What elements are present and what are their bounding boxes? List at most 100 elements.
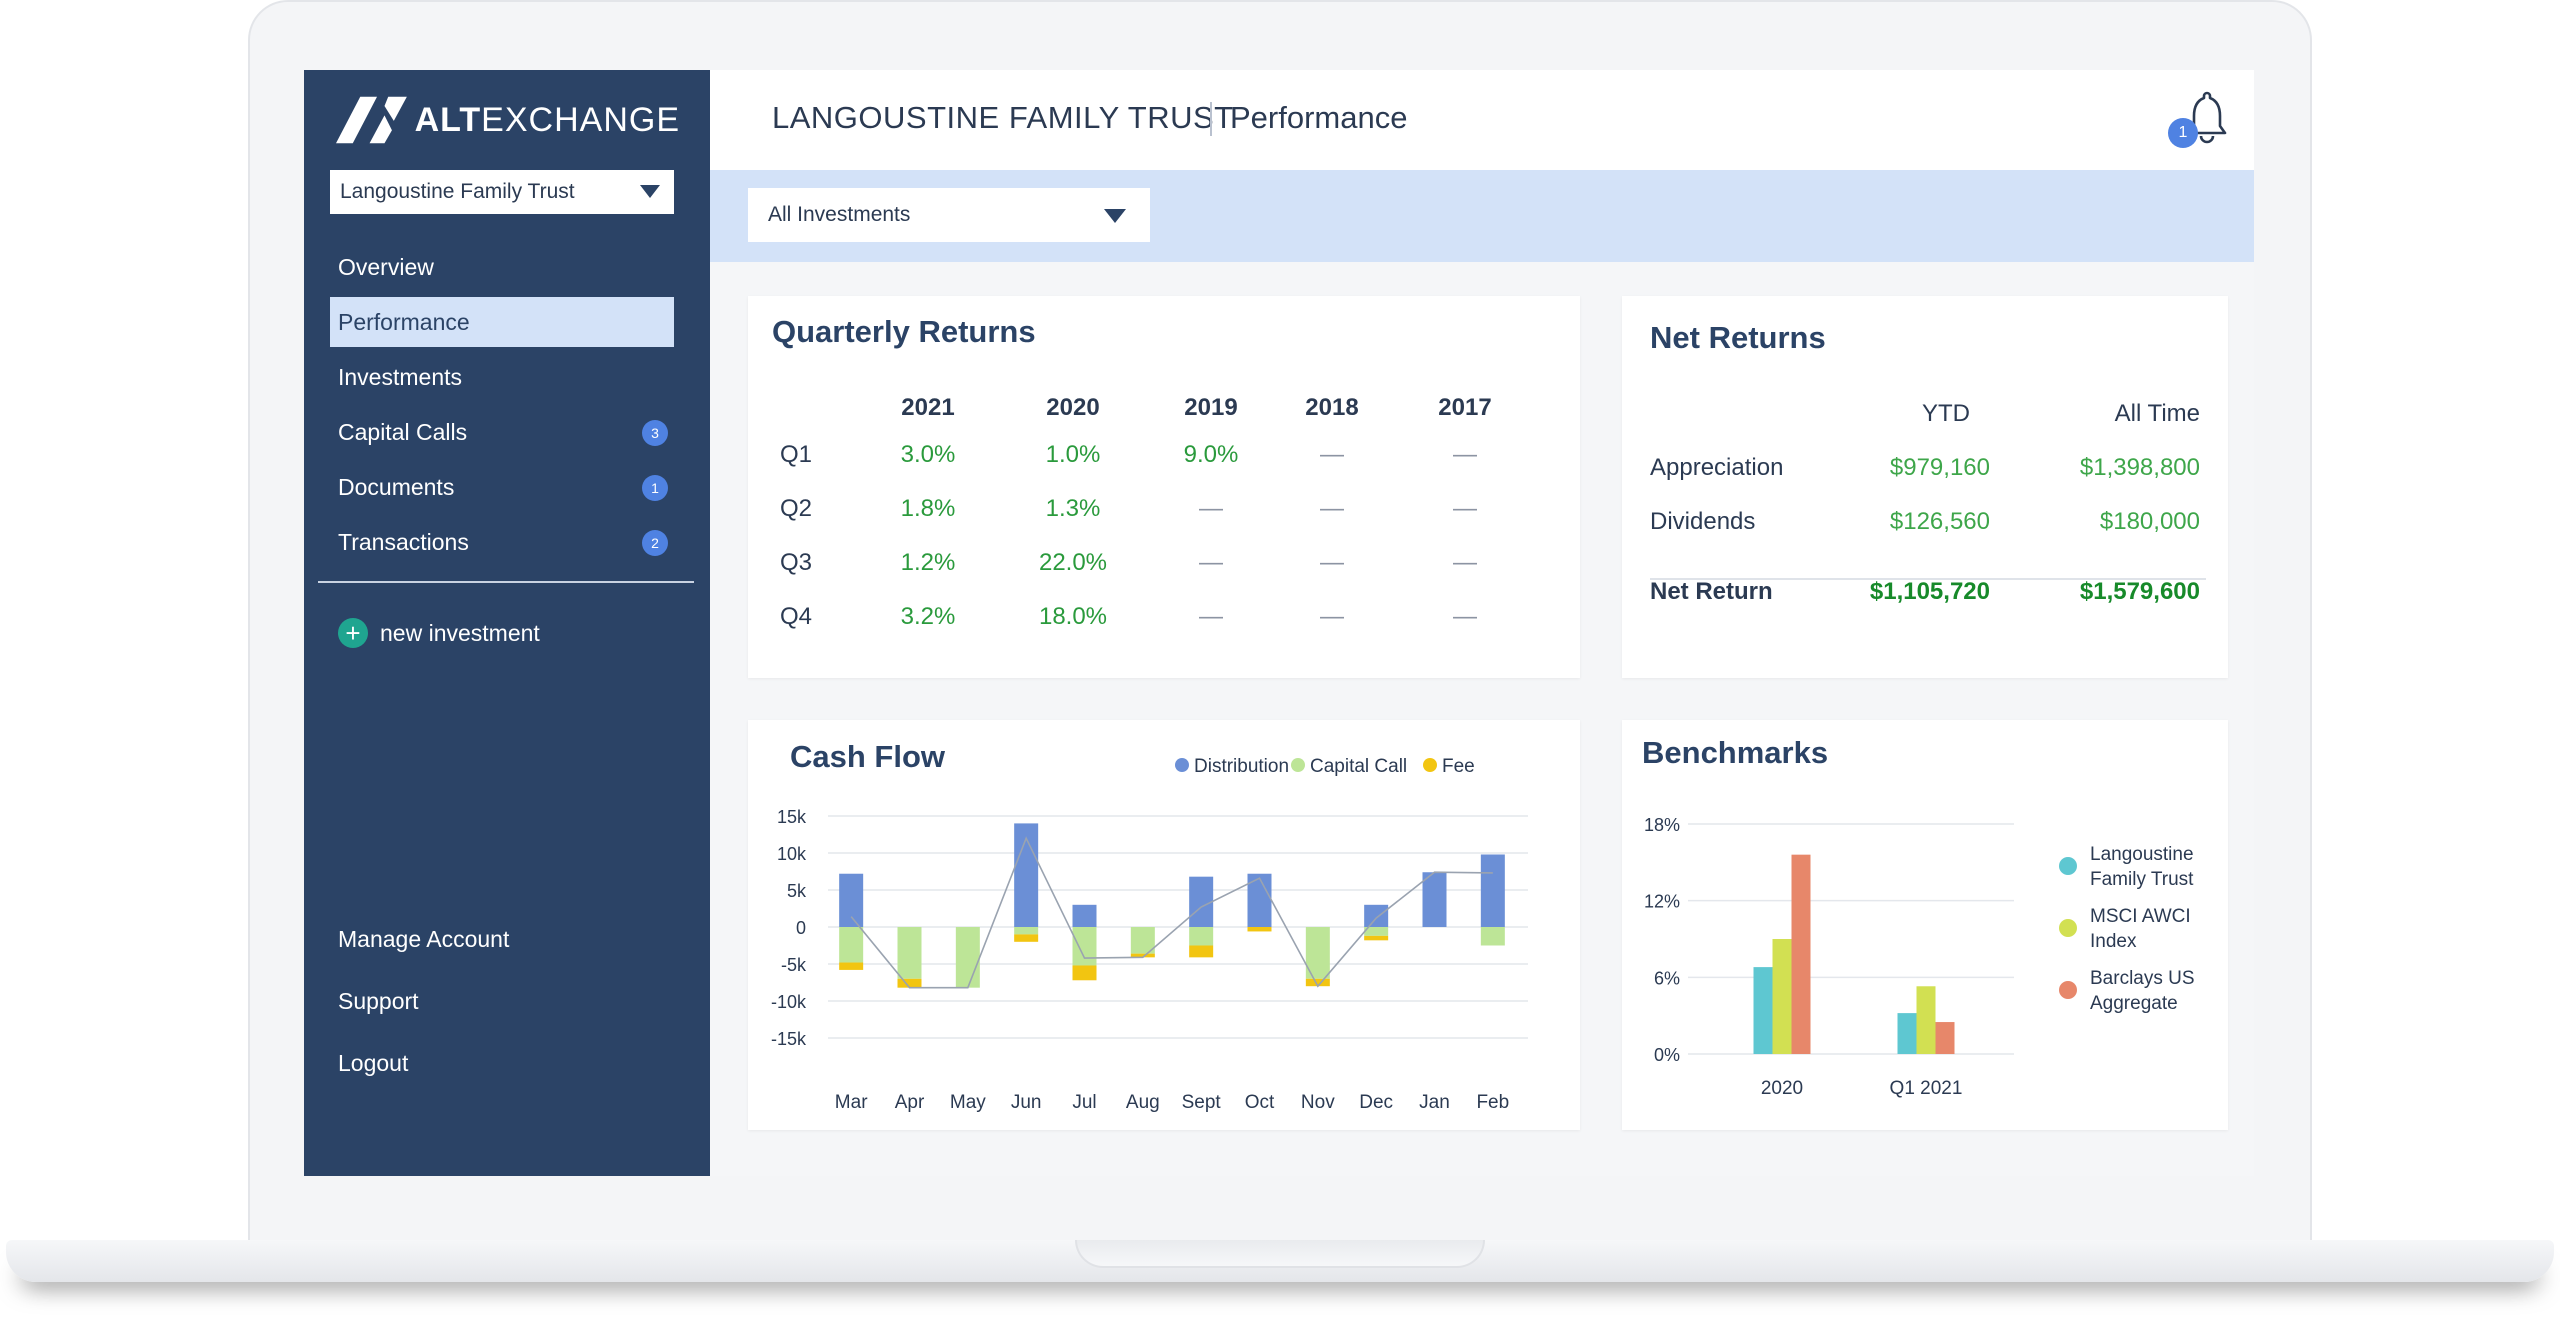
count-badge: 1 bbox=[642, 475, 668, 501]
return-cell: — bbox=[1199, 549, 1223, 576]
table-row: Q2 1.8% 1.3% — — — bbox=[768, 482, 1540, 536]
sidebar-item-performance[interactable]: Performance bbox=[330, 297, 674, 347]
legend-label: Distribution bbox=[1194, 756, 1289, 777]
notifications-button[interactable]: 1 bbox=[2168, 90, 2228, 150]
sidebar-item-investments[interactable]: Investments bbox=[330, 352, 674, 402]
table-row: Appreciation $979,160 $1,398,800 bbox=[1650, 442, 2210, 496]
caret-down-icon bbox=[1104, 209, 1126, 223]
benchmarks-card: Benchmarks 18% 12% 6% 0% 2020 Q1 2021 Langousti… bbox=[1622, 720, 2228, 1130]
fee-bar bbox=[1247, 927, 1272, 932]
quarterly-returns-title: Quarterly Returns bbox=[772, 314, 1036, 349]
capital-call-bar bbox=[1014, 927, 1039, 935]
x-tick-label: May bbox=[950, 1092, 986, 1113]
legend-label: Fee bbox=[1442, 756, 1475, 777]
fee-bar bbox=[1364, 935, 1389, 941]
chart-title: Benchmarks bbox=[1642, 735, 1828, 770]
all-time-total: $1,579,600 bbox=[2079, 578, 2200, 605]
fee-bar bbox=[1130, 953, 1155, 958]
sidebar-item-documents[interactable]: Documents 1 bbox=[330, 462, 674, 512]
benchmark-bar bbox=[1916, 986, 1936, 1054]
account-select-value: Langoustine Family Trust bbox=[340, 180, 575, 203]
distribution-bar bbox=[1364, 904, 1389, 927]
sidebar-bottom-nav: Manage Account Support Logout bbox=[338, 908, 509, 1094]
logout-link[interactable]: Logout bbox=[338, 1049, 409, 1076]
return-cell: 1.0% bbox=[1045, 441, 1101, 468]
benchmark-bar bbox=[1897, 1013, 1917, 1054]
year-header: 2019 bbox=[1184, 394, 1238, 421]
return-cell: — bbox=[1320, 441, 1344, 468]
sidebar-item-label: Overview bbox=[338, 253, 434, 280]
legend-label: MSCI AWCI bbox=[2090, 906, 2191, 927]
distribution-bar bbox=[1422, 872, 1447, 927]
return-cell: — bbox=[1320, 603, 1344, 630]
net-return-total-row: Net Return $1,105,720 $1,579,600 bbox=[1650, 566, 2210, 620]
fee-bar bbox=[1072, 965, 1097, 981]
support-link[interactable]: Support bbox=[338, 987, 419, 1014]
capital-call-bar bbox=[839, 927, 864, 963]
return-cell: 22.0% bbox=[1038, 549, 1108, 576]
sidebar-item-capital-calls[interactable]: Capital Calls 3 bbox=[330, 407, 674, 457]
x-tick-label: Q1 2021 bbox=[1890, 1078, 1963, 1099]
cash-flow-card: Cash Flow Distribution Capital Call Fee 15k 1… bbox=[748, 720, 1580, 1130]
benchmark-bar bbox=[1935, 1022, 1955, 1054]
y-tick-label: 10k bbox=[777, 844, 807, 864]
fee-bar bbox=[897, 978, 922, 988]
table-divider bbox=[1650, 578, 2206, 580]
return-cell: — bbox=[1199, 495, 1223, 522]
benchmark-bar bbox=[1753, 967, 1773, 1054]
y-tick-label: 12% bbox=[1644, 892, 1680, 912]
legend-label: Aggregate bbox=[2090, 993, 2178, 1014]
distribution-bar bbox=[1480, 854, 1505, 927]
legend-swatch-1 bbox=[2059, 919, 2077, 937]
sidebar-item-label: Performance bbox=[338, 308, 470, 335]
return-cell: — bbox=[1453, 441, 1477, 468]
sidebar-divider bbox=[318, 581, 694, 583]
legend-swatch-0 bbox=[1175, 758, 1189, 772]
x-tick-label: Mar bbox=[835, 1092, 868, 1113]
x-tick-label: Aug bbox=[1126, 1092, 1160, 1113]
capital-call-bar bbox=[1072, 927, 1097, 966]
y-tick-label: 15k bbox=[777, 807, 807, 827]
capital-call-bar bbox=[897, 927, 922, 979]
year-header: 2018 bbox=[1305, 394, 1359, 421]
net-flow-line bbox=[850, 836, 1493, 989]
table-row: Dividends $126,560 $180,000 bbox=[1650, 496, 2210, 550]
fee-bar bbox=[1014, 934, 1039, 942]
account-select[interactable]: Langoustine Family Trust bbox=[330, 170, 674, 214]
net-returns-header-row: YTD All Time bbox=[1650, 388, 2210, 442]
all-time-value: $1,398,800 bbox=[2079, 454, 2200, 481]
return-cell: — bbox=[1199, 603, 1223, 630]
legend-swatch-2 bbox=[1423, 758, 1437, 772]
altexchange-logo-icon bbox=[336, 96, 407, 144]
fee-bar bbox=[839, 962, 864, 970]
year-header: 2017 bbox=[1438, 394, 1492, 421]
count-badge: 2 bbox=[642, 530, 668, 556]
manage-account-link[interactable]: Manage Account bbox=[338, 925, 510, 952]
sidebar-item-label: Capital Calls bbox=[338, 418, 468, 445]
x-tick-label: Jan bbox=[1419, 1092, 1450, 1113]
return-cell: — bbox=[1453, 603, 1477, 630]
count-badge: 3 bbox=[642, 420, 668, 446]
legend-label: Capital Call bbox=[1310, 756, 1407, 777]
y-tick-label: 0% bbox=[1654, 1045, 1680, 1065]
x-tick-label: Sept bbox=[1182, 1092, 1222, 1113]
legend-label: Index bbox=[2090, 931, 2137, 952]
distribution-bar bbox=[1189, 876, 1214, 927]
capital-call-bar bbox=[1480, 927, 1505, 946]
page-title: Performance bbox=[1230, 100, 1408, 135]
x-tick-label: Jun bbox=[1011, 1092, 1042, 1113]
new-investment-button[interactable]: + new investment bbox=[338, 618, 540, 648]
y-tick-label: 5k bbox=[787, 881, 807, 901]
sidebar-item-overview[interactable]: Overview bbox=[330, 242, 674, 292]
return-cell: 1.8% bbox=[900, 495, 956, 522]
distribution-bar bbox=[1014, 823, 1039, 927]
capital-call-bar bbox=[955, 927, 980, 988]
return-cell: 18.0% bbox=[1038, 603, 1108, 630]
legend-swatch-0 bbox=[2059, 857, 2077, 875]
net-returns-table: YTD All Time Appreciation $979,160 $1,39… bbox=[1650, 388, 2210, 620]
sidebar-item-transactions[interactable]: Transactions 2 bbox=[330, 517, 674, 567]
cash-flow-chart: Cash Flow Distribution Capital Call Fee 15k 1… bbox=[771, 739, 1528, 1113]
investment-filter-select[interactable]: All Investments bbox=[748, 188, 1150, 242]
logo[interactable]: ALTEXCHANGE bbox=[336, 94, 680, 146]
ytd-header: YTD bbox=[1922, 400, 1970, 427]
